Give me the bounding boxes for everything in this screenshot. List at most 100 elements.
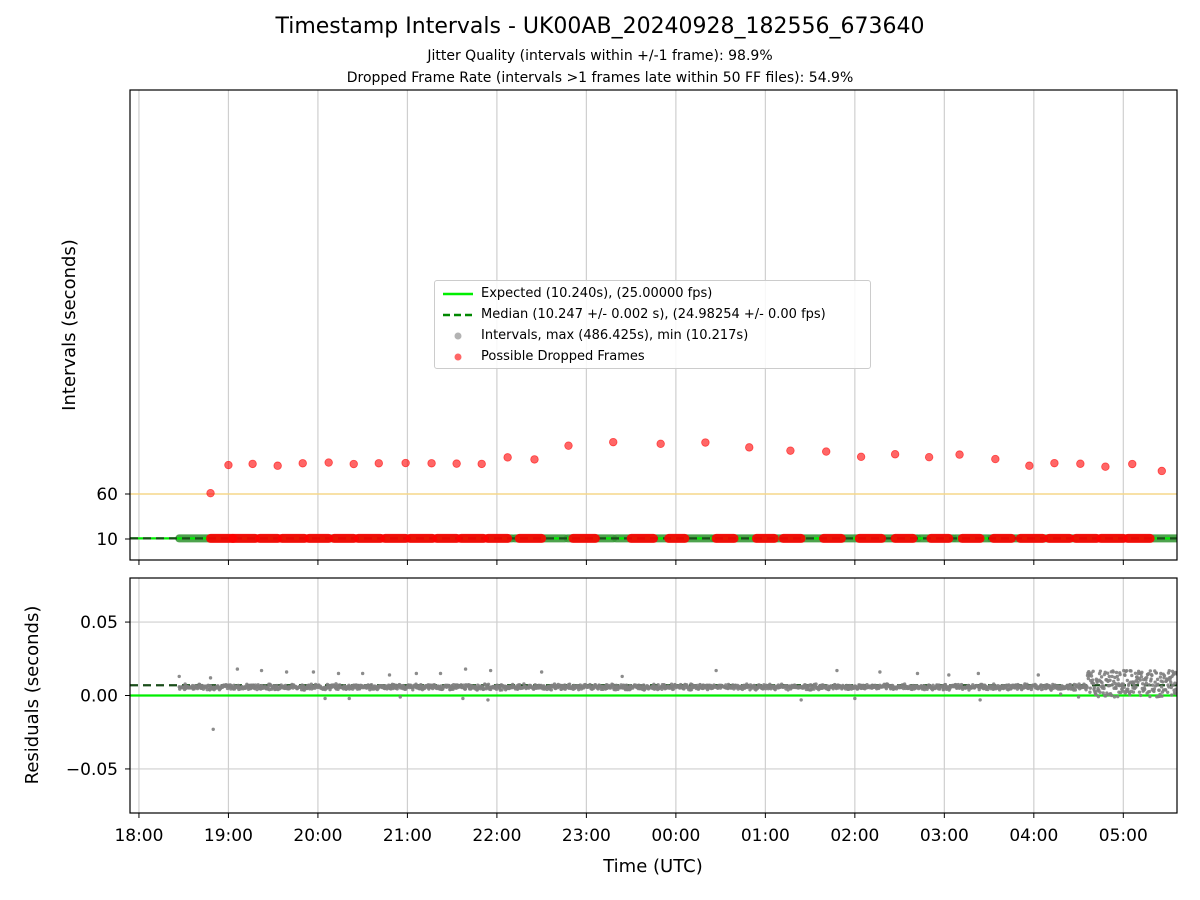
residual-point-1895 (1167, 669, 1171, 673)
residual-point-1317 (884, 686, 889, 691)
dropped-point-24 (955, 450, 964, 459)
residual-point-1698 (1088, 690, 1092, 694)
residual-point-1707 (1091, 681, 1096, 686)
residual-point-1932 (835, 668, 839, 673)
legend-label-dropped: Possible Dropped Frames (481, 349, 645, 364)
residual-point-1756 (1111, 670, 1115, 674)
residual-point-1827 (1140, 670, 1144, 675)
residual-point-1944 (853, 696, 857, 701)
residual-point-1797 (1128, 692, 1132, 697)
residual-point-1748 (1108, 678, 1112, 682)
residual-point-1940 (398, 695, 402, 699)
residual-point-1723 (1098, 690, 1102, 694)
dropped-point-16 (656, 439, 665, 448)
top-ylabel: Intervals (seconds) (59, 239, 80, 411)
bottom-plot-area (130, 667, 1177, 731)
residual-point-1846 (1147, 689, 1152, 694)
residual-point-1752 (1109, 693, 1114, 698)
residual-point-1724 (1098, 669, 1103, 673)
residual-point-601 (500, 688, 504, 692)
dropped-point-6 (349, 459, 358, 469)
dropped-point-0 (206, 488, 215, 498)
bottom-xtick-label-7: 01:00 (741, 826, 790, 846)
dropped-point-30 (1128, 459, 1137, 469)
residual-point-1826 (1139, 675, 1144, 679)
residual-point-1870 (1157, 688, 1161, 692)
dropped-point-2 (248, 459, 257, 469)
residual-point-1942 (486, 698, 490, 702)
dropped-point-25 (991, 454, 1000, 464)
residual-point-1858 (1152, 687, 1157, 691)
residual-point-1937 (1036, 673, 1040, 677)
residual-point-1941 (461, 696, 465, 701)
residual-point-1927 (463, 667, 468, 671)
residual-point-576 (486, 682, 491, 686)
dropped-point-29 (1101, 462, 1110, 471)
residual-point-1824 (1138, 693, 1143, 698)
dropped-point-26 (1025, 461, 1034, 470)
residual-point-1719 (1096, 694, 1101, 699)
residual-point-1834 (1142, 687, 1147, 691)
legend-swatch-dropped (454, 353, 462, 361)
residual-point-1763 (1114, 686, 1118, 691)
residual-point-1939 (347, 696, 351, 701)
bottom-ylabel: Residuals (seconds) (22, 606, 43, 785)
dropped-point-23 (924, 452, 934, 462)
dropped-point-5 (324, 458, 333, 467)
legend-item-intervals: Intervals, max (486.425s), min (10.217s) (435, 327, 872, 347)
residual-point-1935 (947, 673, 951, 677)
top-plot-area (130, 437, 1177, 543)
legend-swatch-median (443, 313, 473, 317)
bottom-xtick-label-1: 19:00 (204, 826, 253, 846)
residual-point-1134 (786, 688, 790, 692)
residual-point-1404 (931, 683, 935, 687)
dropped-point-20 (822, 447, 831, 456)
bottom-xtick-label-6: 00:00 (651, 826, 700, 846)
residual-point-1767 (1116, 694, 1120, 699)
residual-point-1182 (812, 687, 816, 691)
residual-point-1860 (1153, 680, 1157, 684)
residual-point-1737 (1103, 694, 1108, 698)
axis-labels: Intervals (seconds) Residuals (seconds) … (22, 239, 703, 877)
residual-point-1747 (1107, 683, 1112, 688)
residual-point-1727 (1099, 675, 1104, 679)
residual-point-1759 (1112, 695, 1117, 699)
residual-point-1706 (1091, 669, 1095, 674)
dropped-point-10 (452, 459, 461, 468)
residual-point-1839 (1145, 675, 1149, 680)
residual-point-1783 (1122, 685, 1126, 689)
residual-point-1891 (1165, 690, 1170, 694)
residual-point-1922 (336, 671, 341, 676)
residual-point-727 (567, 682, 572, 686)
legend-item-median: Median (10.247 +/- 0.002 s), (24.98254 +… (435, 306, 872, 326)
residual-point-533 (463, 687, 468, 691)
residual-point-634 (517, 683, 522, 687)
top-frame (129, 89, 1178, 561)
residual-point-1838 (1144, 681, 1149, 685)
residual-point-1934 (915, 671, 920, 676)
chart-subtitle-dropped: Dropped Frame Rate (intervals >1 frames … (346, 70, 854, 86)
residual-point-642 (522, 682, 526, 686)
residual-point-1812 (1134, 685, 1138, 689)
residual-point-1919 (259, 668, 264, 673)
legend-label-median: Median (10.247 +/- 0.002 s), (24.98254 +… (481, 307, 826, 322)
residual-point-1850 (1149, 677, 1153, 681)
dropped-point-9 (427, 459, 436, 468)
dropped-point-3 (273, 461, 282, 470)
bottom-xtick-label-0: 18:00 (114, 826, 163, 846)
residual-point-1802 (1130, 673, 1134, 678)
residual-point-1766 (1115, 674, 1120, 679)
residual-point-1879 (1161, 680, 1165, 684)
residual-point-1764 (1114, 670, 1119, 675)
residual-point-1781 (1121, 682, 1126, 686)
residual-point-1773 (1118, 672, 1122, 677)
dropped-point-8 (401, 458, 410, 468)
residual-point-1909 (1173, 681, 1177, 685)
residual-point-1863 (1154, 671, 1159, 675)
residuals-panel: −0.05 0.00 0.05 18:00 19:00 20:00 21:00 22:00 23… (66, 577, 1178, 846)
residual-point-591 (494, 687, 499, 691)
legend-item-expected: Expected (10.240s), (25.00000 fps) (435, 285, 872, 305)
residual-point-1923 (360, 671, 365, 676)
